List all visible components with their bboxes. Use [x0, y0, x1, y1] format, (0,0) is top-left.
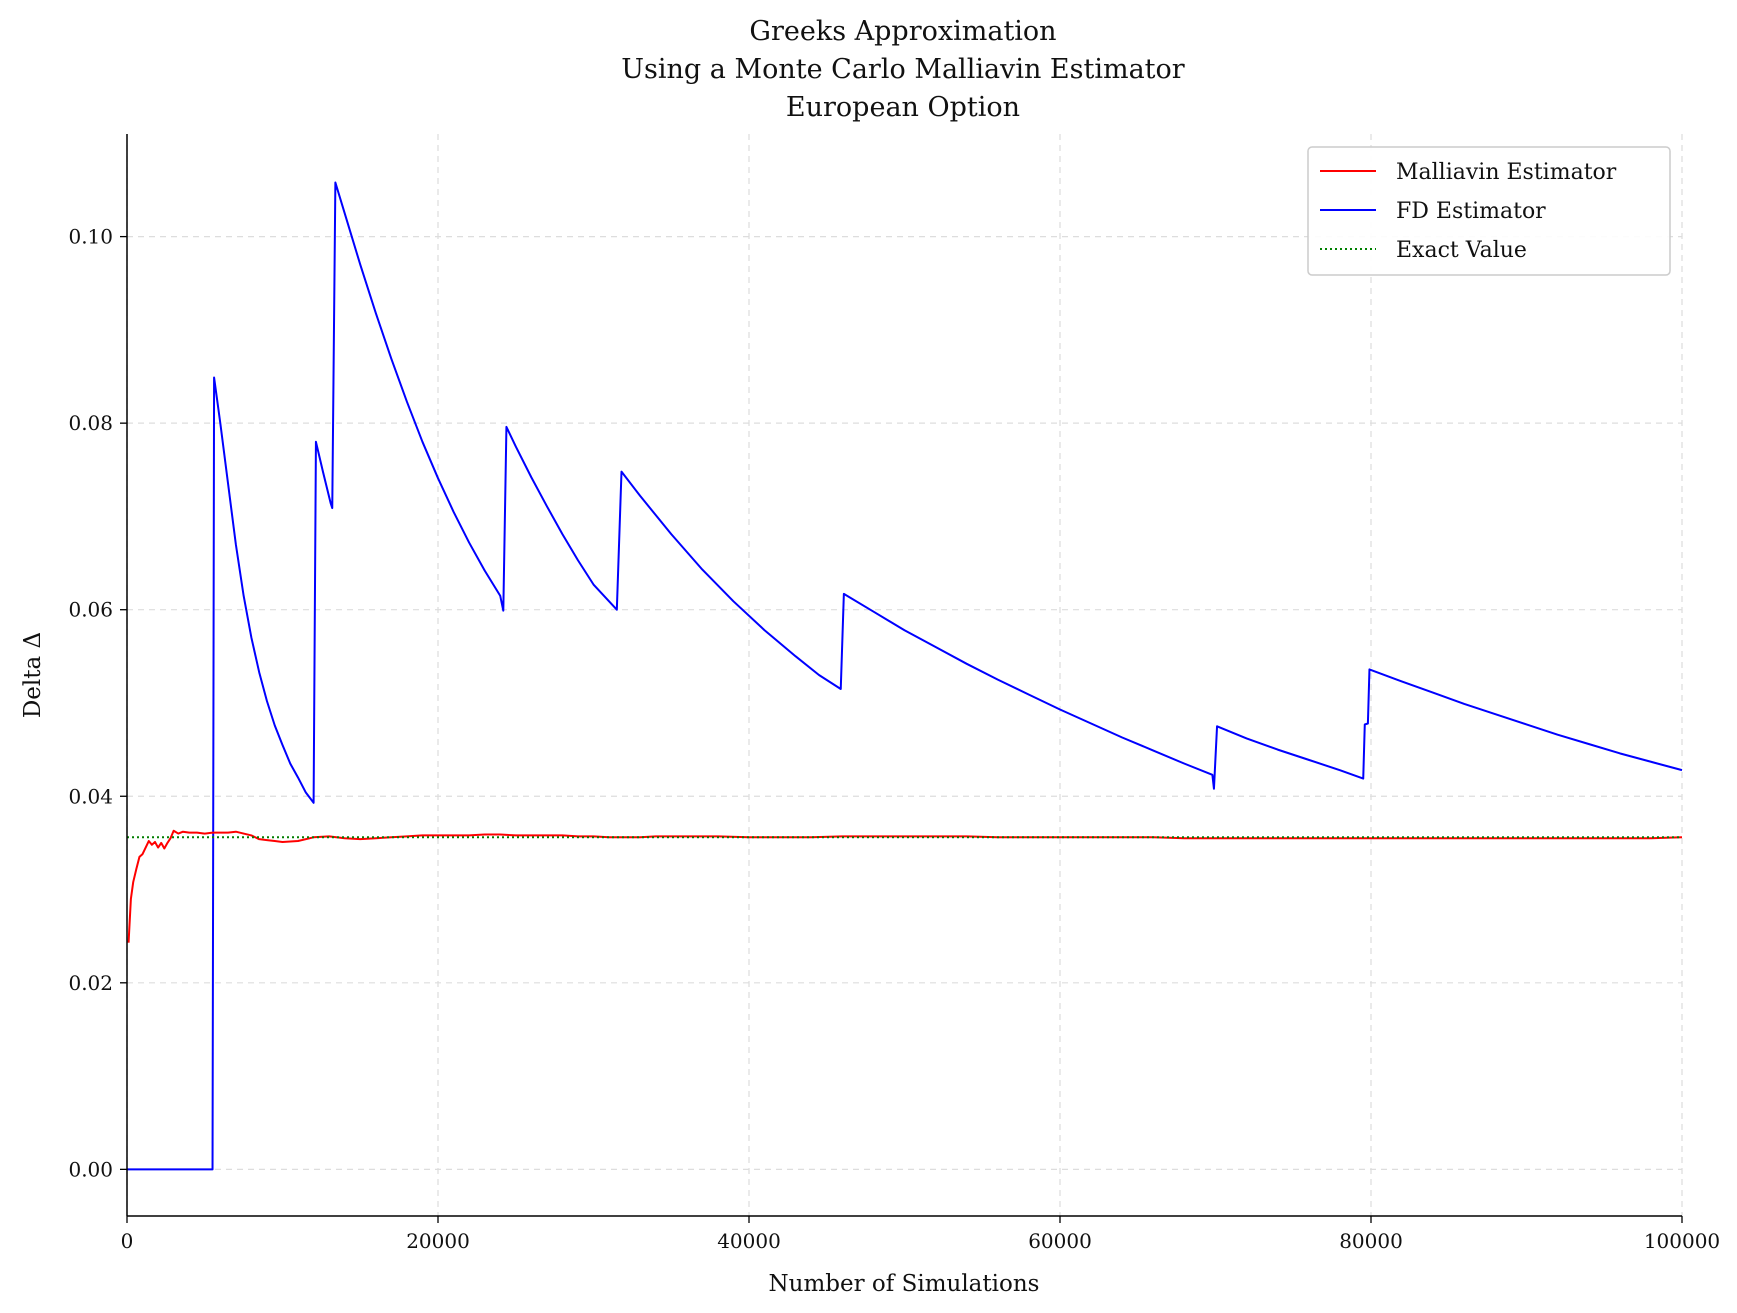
y-tick-label: 0.08 — [68, 411, 113, 435]
y-tick-label: 0.02 — [68, 971, 113, 995]
y-tick-label: 0.00 — [68, 1157, 113, 1181]
title-line-3: European Option — [786, 92, 1020, 123]
y-tick-label: 0.06 — [68, 598, 113, 622]
title-line-2: Using a Monte Carlo Malliavin Estimator — [621, 54, 1184, 85]
x-tick-label: 100000 — [1644, 1229, 1720, 1253]
legend: Malliavin Estimator FD Estimator Exact V… — [1307, 146, 1671, 276]
legend-label-fd: FD Estimator — [1396, 199, 1546, 224]
series-layer — [127, 181, 1683, 1171]
x-axis-label: Number of Simulations — [769, 1271, 1040, 1297]
legend-label-malliavin: Malliavin Estimator — [1396, 160, 1617, 185]
legend-label-exact: Exact Value — [1396, 238, 1527, 263]
tick-layer: 0 20000 40000 60000 80000 100000 0.00 0.02 0.04 0… — [68, 225, 1720, 1253]
title-line-1: Greeks Approximation — [749, 16, 1056, 47]
series-line-malliavin-estimator — [127, 829, 1683, 943]
x-tick-label: 40000 — [717, 1229, 781, 1253]
grid-layer — [126, 134, 1683, 1216]
x-tick-label: 20000 — [406, 1229, 470, 1253]
x-tick-label: 60000 — [1028, 1229, 1092, 1253]
y-tick-label: 0.04 — [68, 784, 113, 808]
x-tick-label: 80000 — [1339, 1229, 1403, 1253]
y-tick-label: 0.10 — [68, 225, 113, 249]
series-line-fd-estimator — [127, 181, 1683, 1171]
legend-box — [1307, 146, 1671, 276]
chart-title: Greeks Approximation Using a Monte Carlo… — [621, 16, 1184, 123]
x-tick-label: 0 — [121, 1229, 134, 1253]
y-axis-label: Delta Δ — [20, 632, 46, 718]
